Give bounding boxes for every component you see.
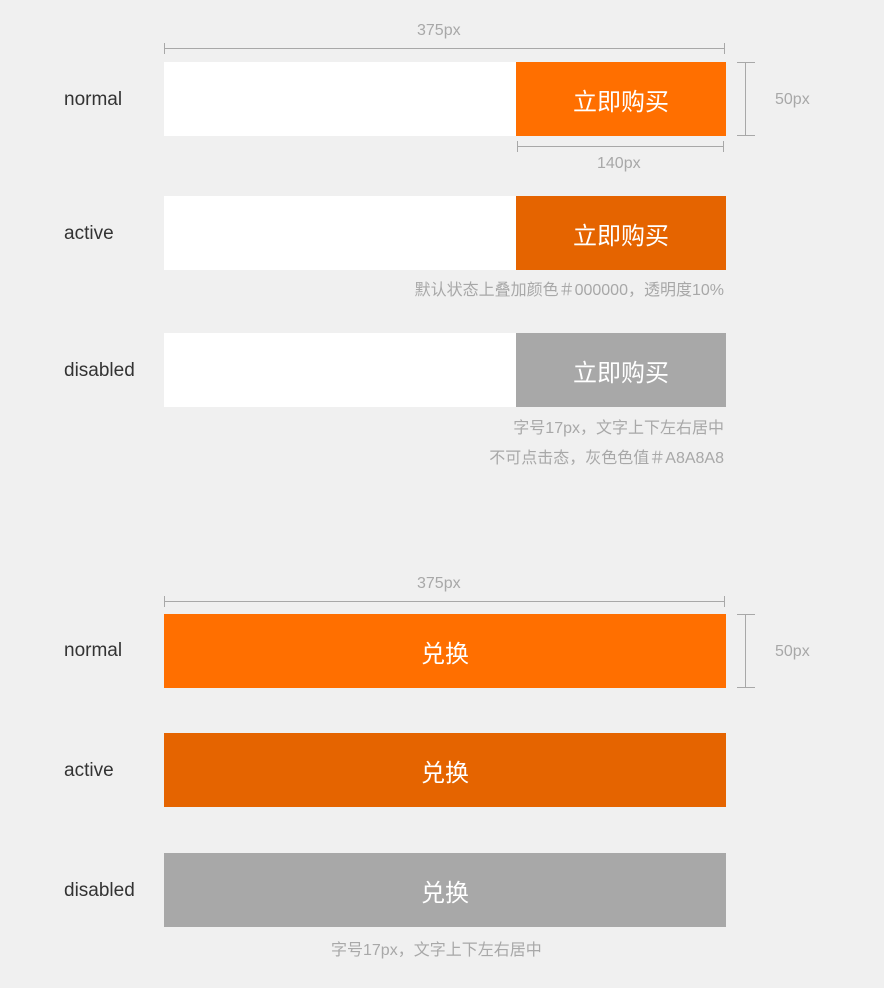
width-dimension-label: 375px [417,22,461,39]
button-width-label: 140px [597,155,641,172]
height-dimension-tick-top [737,614,755,615]
disabled-note-color: 不可点击态，灰色色值＃A8A8A8 [489,450,724,467]
height-dimension-tick-bottom [737,687,755,688]
width-dimension-line [164,601,725,602]
redeem-font-note: 字号17px，文字上下左右居中 [331,942,542,959]
buy-now-button-label: 立即购买 [573,88,669,116]
redeem-button-label: 兑换 [421,759,469,787]
button-width-tick-right [723,141,724,152]
height-dimension-tick-top [737,62,755,63]
height-dimension-line [745,62,746,135]
redeem-button-disabled: 兑换 [164,853,726,927]
redeem-button-label: 兑换 [421,879,469,907]
active-state-note: 默认状态上叠加颜色＃000000，透明度10% [414,282,724,299]
button-width-line [517,146,724,147]
height-dimension-label: 50px [775,643,810,660]
bottom-bar-disabled: 立即购买 [164,333,726,407]
buy-now-button-label: 立即购买 [573,359,669,387]
bottom-bar-active: 立即购买 [164,196,726,270]
width-dimension-label: 375px [417,575,461,592]
redeem-button-normal[interactable]: 兑换 [164,614,726,688]
height-dimension-tick-bottom [737,135,755,136]
width-dimension-tick-right [724,43,725,54]
buy-now-button-disabled: 立即购买 [516,333,726,407]
disabled-note-font: 字号17px，文字上下左右居中 [513,420,724,437]
width-dimension-tick-right [724,596,725,607]
bottom-bar-normal: 立即购买 [164,62,726,136]
redeem-button-active[interactable]: 兑换 [164,733,726,807]
buy-now-button-active[interactable]: 立即购买 [516,196,726,270]
state-label-active: active [64,760,114,781]
state-label-normal: normal [64,640,123,661]
height-dimension-label: 50px [775,91,810,108]
redeem-button-label: 兑换 [421,640,469,668]
state-label-normal: normal [64,89,123,110]
buy-now-button-label: 立即购买 [573,222,669,250]
height-dimension-line [745,614,746,687]
width-dimension-line [164,48,725,49]
state-label-disabled: disabled [64,880,135,901]
state-label-active: active [64,223,114,244]
state-label-disabled: disabled [64,360,135,381]
buy-now-button-normal[interactable]: 立即购买 [516,62,726,136]
